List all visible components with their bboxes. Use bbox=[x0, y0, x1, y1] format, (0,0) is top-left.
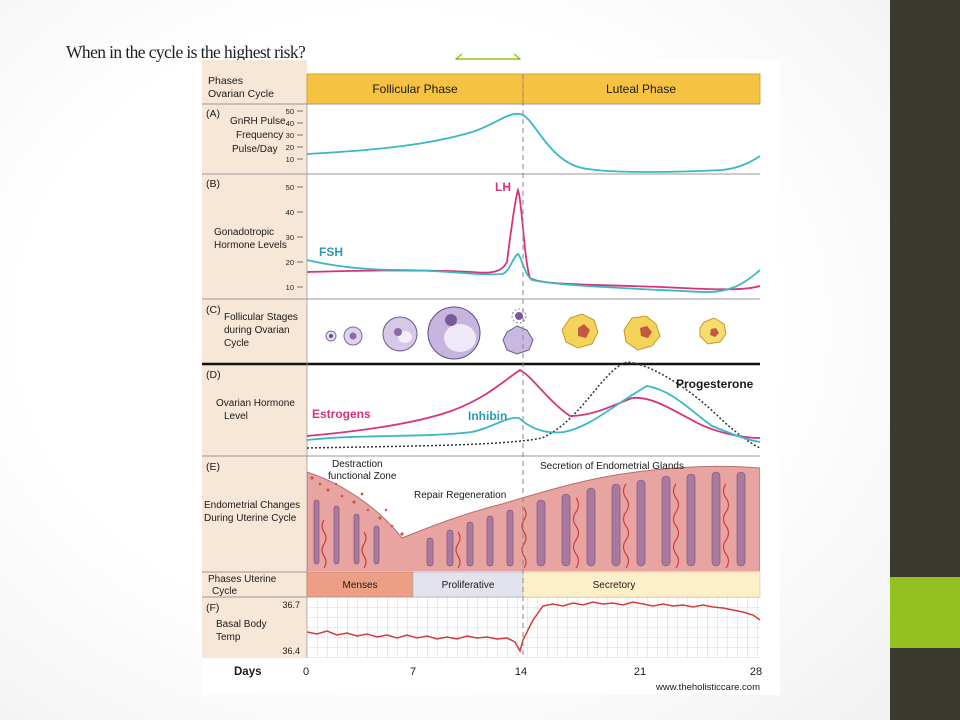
day-tick-14: 14 bbox=[515, 666, 527, 678]
temperature-grid bbox=[307, 597, 760, 658]
fsh-label: FSH bbox=[319, 245, 343, 259]
panel-e-label-1: Endometrial Changes bbox=[204, 500, 300, 511]
lh-label: LH bbox=[495, 180, 511, 194]
panel-c-follicles: (C) Follicular Stages during Ovarian Cyc… bbox=[206, 304, 727, 360]
b-tick-50: 50 bbox=[286, 183, 294, 192]
panel-d-letter: (D) bbox=[206, 369, 221, 381]
menstrual-debris bbox=[310, 476, 404, 536]
secretory-cell bbox=[522, 571, 761, 598]
inhibin-curve bbox=[306, 385, 761, 443]
spiral-arteries bbox=[321, 483, 730, 569]
follicular-phase-label: Follicular Phase bbox=[372, 82, 458, 96]
uterine-phases-label-2: Cycle bbox=[212, 586, 237, 597]
panel-b-letter: (B) bbox=[206, 178, 220, 190]
secondary-follicle-icon bbox=[382, 316, 418, 352]
row-label-column bbox=[202, 60, 307, 658]
primary-follicle-icon bbox=[343, 326, 363, 346]
progesterone-label: Progesterone bbox=[676, 377, 754, 391]
ovarian-cycle-label: Ovarian Cycle bbox=[208, 88, 274, 100]
day-tick-0: 0 bbox=[303, 666, 309, 678]
panel-a-gnrh: (A) GnRH Pulse Frequency Pulse/Day 50 40… bbox=[206, 107, 761, 173]
gnrh-pulse-curve bbox=[306, 112, 761, 173]
uterine-phase-row: Phases Uterine Cycle Menses Proliferativ… bbox=[208, 571, 761, 598]
panel-b-label-2: Hormone Levels bbox=[214, 240, 287, 251]
luteal-phase-cell bbox=[522, 73, 761, 105]
temp-high-label: 36.7 bbox=[282, 600, 300, 610]
corpus-luteum-mature-icon bbox=[623, 315, 661, 351]
uterine-phases-label-1: Phases Uterine bbox=[208, 574, 277, 585]
estrogens-curve bbox=[306, 368, 761, 439]
ovulation-follicle-icon bbox=[502, 308, 534, 355]
estrogens-label: Estrogens bbox=[312, 407, 371, 421]
b-tick-30: 30 bbox=[286, 233, 294, 242]
panel-c-label-3: Cycle bbox=[224, 338, 249, 349]
b-tick-10: 10 bbox=[286, 283, 294, 292]
slide-title: When in the cycle is the highest risk? bbox=[66, 42, 306, 62]
panel-d-label-2: Level bbox=[224, 411, 248, 422]
inhibin-label: Inhibin bbox=[468, 409, 507, 423]
a-tick-20: 20 bbox=[286, 143, 294, 152]
proliferative-cell bbox=[412, 571, 524, 598]
panel-b-gonadotropins: (B) Gonadotropic Hormone Levels 50 40 30… bbox=[206, 178, 761, 293]
day-tick-7: 7 bbox=[410, 666, 416, 678]
days-axis: Days 0 7 14 21 28 www.theholisticcare.co… bbox=[234, 666, 762, 693]
secretion-label: Secretion of Endometrial Glands bbox=[540, 461, 684, 472]
phases-label: Phases bbox=[208, 75, 243, 87]
endometrial-glands bbox=[313, 471, 746, 567]
mature-follicle-icon bbox=[427, 306, 481, 360]
panel-c-label-2: during Ovarian bbox=[224, 325, 290, 336]
basal-body-temp-curve bbox=[306, 601, 761, 653]
panel-e-endometrium: (E) Endometrial Changes During Uterine C… bbox=[204, 459, 760, 571]
destruction-label-1: Destraction bbox=[332, 459, 383, 470]
panel-b-label-1: Gonadotropic bbox=[214, 227, 274, 238]
days-label: Days bbox=[234, 666, 262, 678]
repair-regeneration-label: Repair Regeneration bbox=[414, 490, 506, 501]
corpus-luteum-early-icon bbox=[561, 313, 599, 349]
panel-a-label-3: Pulse/Day bbox=[232, 144, 278, 155]
proliferative-label: Proliferative bbox=[442, 580, 495, 591]
destruction-label-2: functional Zone bbox=[328, 471, 397, 482]
ovarian-phase-header: Follicular Phase Luteal Phase Phases Ova… bbox=[208, 73, 761, 105]
panel-c-label-1: Follicular Stages bbox=[224, 312, 298, 323]
menstrual-cycle-diagram: Follicular Phase Luteal Phase Phases Ova… bbox=[202, 60, 780, 695]
fsh-curve bbox=[306, 252, 761, 293]
primordial-follicle-icon bbox=[325, 330, 337, 342]
a-tick-50: 50 bbox=[286, 107, 294, 116]
secretory-label: Secretory bbox=[593, 580, 636, 591]
slide-side-accent bbox=[890, 577, 960, 648]
day-tick-28: 28 bbox=[750, 666, 762, 678]
watermark-url: www.theholisticcare.com bbox=[655, 682, 760, 693]
menses-cell bbox=[306, 571, 414, 598]
panel-f-label-2: Temp bbox=[216, 632, 241, 643]
lh-curve bbox=[306, 187, 761, 291]
corpus-albicans-icon bbox=[699, 317, 727, 345]
panel-c-letter: (C) bbox=[206, 304, 221, 316]
panel-d-label-1: Ovarian Hormone bbox=[216, 398, 295, 409]
a-tick-10: 10 bbox=[286, 155, 294, 164]
panel-f-letter: (F) bbox=[206, 602, 219, 614]
luteal-phase-label: Luteal Phase bbox=[606, 82, 676, 96]
panel-a-label-2: Frequency bbox=[236, 130, 283, 141]
menses-label: Menses bbox=[342, 580, 377, 591]
b-tick-20: 20 bbox=[286, 258, 294, 267]
a-tick-40: 40 bbox=[286, 119, 294, 128]
day-tick-21: 21 bbox=[634, 666, 646, 678]
a-tick-30: 30 bbox=[286, 131, 294, 140]
panel-d-ovarian-hormones: (D) Ovarian Hormone Level Estrogens Inhi… bbox=[206, 361, 761, 449]
panel-a-letter: (A) bbox=[206, 108, 220, 120]
endometrium-tissue bbox=[307, 465, 760, 571]
panel-f-basal-body-temp: (F) Basal Body Temp 36.7 36.4 bbox=[206, 597, 761, 658]
b-tick-40: 40 bbox=[286, 208, 294, 217]
panel-f-label-1: Basal Body bbox=[216, 619, 267, 630]
temp-low-label: 36.4 bbox=[282, 646, 300, 656]
progesterone-curve bbox=[306, 361, 761, 449]
panel-e-label-2: During Uterine Cycle bbox=[204, 513, 297, 524]
panel-a-label-1: GnRH Pulse bbox=[230, 116, 286, 127]
panel-e-letter: (E) bbox=[206, 461, 220, 473]
